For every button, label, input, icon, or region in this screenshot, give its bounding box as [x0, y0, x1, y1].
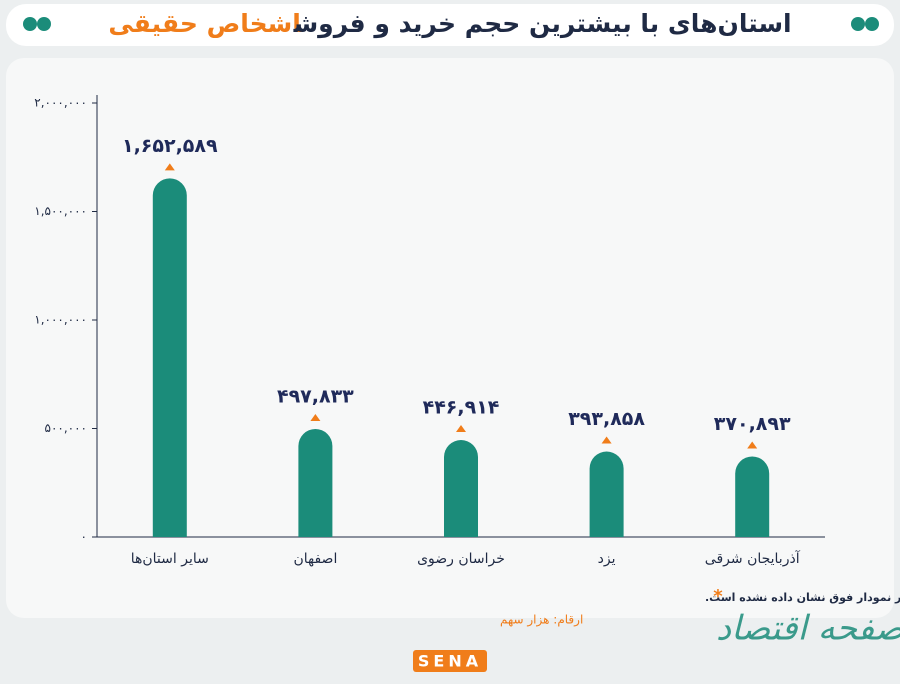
x-tick-label: سایر استان‌ها: [131, 551, 209, 567]
value-marker: [456, 425, 466, 433]
value-marker: [310, 413, 321, 421]
footnote: استان تهران به دلیل نسبت بالا از کل حجم …: [705, 591, 900, 604]
bar: [589, 451, 624, 537]
x-tick-label: یزد: [598, 551, 616, 567]
value-label: ۳۷۰,۸۹۳: [714, 413, 791, 435]
x-tick-label: اصفهان: [293, 551, 337, 567]
y-tick-label: ۲,۰۰۰,۰۰۰: [34, 96, 87, 110]
chart-panel: [6, 58, 894, 618]
watermark: صفحه اقتصاد: [716, 609, 900, 649]
logo: SENA: [418, 652, 482, 671]
x-tick-label: خراسان رضوی: [417, 551, 505, 567]
title-panel: [6, 4, 894, 46]
chart-title: استان‌های با بیشترین حجم خرید و فروشاشخا…: [108, 9, 791, 39]
bar: [152, 178, 187, 537]
value-marker: [164, 163, 175, 171]
y-tick-label: ۱,۰۰۰,۰۰۰: [34, 313, 87, 327]
title-main: استان‌های با بیشترین حجم خرید و فروش: [293, 9, 792, 39]
value-label: ۳۹۳,۸۵۸: [568, 408, 645, 430]
value-label: ۱,۶۵۲,۵۸۹: [122, 135, 218, 157]
bar: [735, 456, 770, 537]
value-marker: [747, 441, 758, 449]
y-tick-label: ۰: [81, 530, 87, 544]
title-highlight: اشخاص حقیقی: [108, 9, 302, 38]
y-tick-label: ۵۰۰,۰۰۰: [45, 421, 88, 435]
value-marker: [601, 436, 612, 444]
quote-right: [851, 17, 879, 31]
quote-left: [23, 17, 51, 31]
x-tick-label: آذربایجان شرقی: [705, 550, 801, 567]
bar: [444, 440, 478, 537]
bar: [298, 428, 333, 537]
value-label: ۴۴۶,۹۱۴: [423, 397, 500, 419]
unit-note: ارقام: هزار سهم: [500, 613, 583, 628]
y-tick-label: ۱,۵۰۰,۰۰۰: [34, 204, 87, 218]
value-label: ۴۹۷,۸۳۳: [277, 385, 354, 407]
footnote-asterisk: *: [713, 586, 723, 607]
logo-box: [413, 650, 487, 672]
